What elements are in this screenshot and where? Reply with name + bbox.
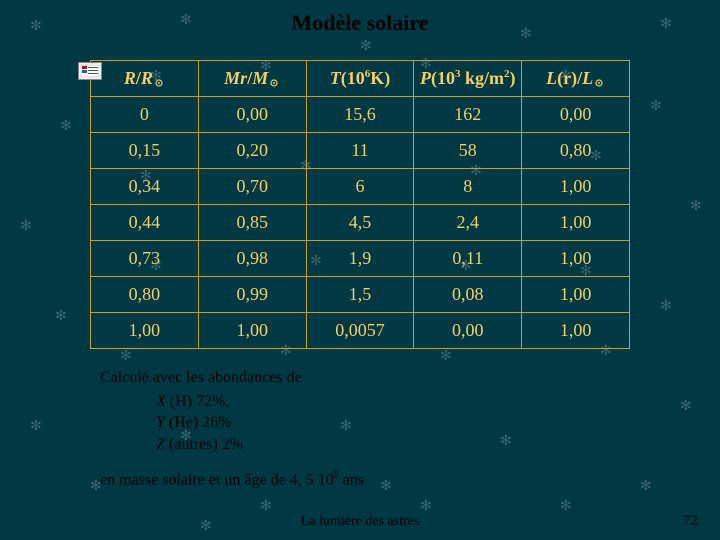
table-cell: 4,5 [306,205,414,241]
abundances-list: X (H) 72%,Y (He) 26%Z (autres) 2% [100,391,720,456]
table-cell: 0,34 [91,169,199,205]
abundance-line: X (H) 72%, [156,391,720,413]
table-cell: 0,80 [522,133,630,169]
solar-model-table: R/RMr/MT(106K)P(103 kg/m2)L(r)/L 00,0015… [90,60,630,349]
table-cell: 1,00 [522,241,630,277]
table-header-row: R/RMr/MT(106K)P(103 kg/m2)L(r)/L [91,61,630,97]
notes-block: Calculé avec les abondances de X (H) 72%… [100,367,720,491]
footer-title: La lumière des astres [0,514,720,530]
table-cell: 58 [414,133,522,169]
table-cell: 0,44 [91,205,199,241]
chart-placeholder-icon [78,62,102,80]
table-cell: 0,08 [414,277,522,313]
abundance-line: Y (He) 26% [156,412,720,434]
table-row: 0,150,2011580,80 [91,133,630,169]
footer-page-number: 72 [683,513,698,530]
table-col-header: L(r)/L [522,61,630,97]
table-row: 0,340,70681,00 [91,169,630,205]
table-cell: 1,00 [522,205,630,241]
table-cell: 0,00 [414,313,522,349]
table-cell: 1,00 [91,313,199,349]
table-row: 0,730,981,90,111,00 [91,241,630,277]
table-cell: 1,00 [522,313,630,349]
table-cell: 0,73 [91,241,199,277]
table-cell: 1,00 [522,169,630,205]
notes-age: en masse solaire et un âge de 4, 5 109 a… [100,469,720,491]
table-cell: 1,00 [522,277,630,313]
table-row: 1,001,000,00570,001,00 [91,313,630,349]
star-icon: ✻ [560,500,572,514]
abundance-line: Z (autres) 2% [156,434,720,456]
star-icon: ✻ [260,500,272,514]
table-cell: 0,15 [91,133,199,169]
table-body: 00,0015,61620,000,150,2011580,800,340,70… [91,97,630,349]
table-cell: 1,00 [198,313,306,349]
table-cell: 0,70 [198,169,306,205]
table-cell: 0,20 [198,133,306,169]
table-col-header: P(103 kg/m2) [414,61,522,97]
table-row: 00,0015,61620,00 [91,97,630,133]
table-col-header: T(106K) [306,61,414,97]
table-cell: 1,5 [306,277,414,313]
table-cell: 0,85 [198,205,306,241]
table-cell: 0,98 [198,241,306,277]
table-row: 0,440,854,52,41,00 [91,205,630,241]
table-cell: 1,9 [306,241,414,277]
table-cell: 162 [414,97,522,133]
star-icon: ✻ [420,500,432,514]
slide-title: Modèle solaire [0,0,720,44]
table-cell: 15,6 [306,97,414,133]
notes-intro: Calculé avec les abondances de [100,367,720,389]
table-cell: 8 [414,169,522,205]
table-cell: 0,00 [522,97,630,133]
table-cell: 0,99 [198,277,306,313]
table-row: 0,800,991,50,081,00 [91,277,630,313]
table-col-header: R/R [91,61,199,97]
table-cell: 0,11 [414,241,522,277]
table-col-header: Mr/M [198,61,306,97]
table-cell: 0,80 [91,277,199,313]
solar-model-table-wrap: R/RMr/MT(106K)P(103 kg/m2)L(r)/L 00,0015… [0,60,720,349]
table-cell: 6 [306,169,414,205]
table-cell: 0,0057 [306,313,414,349]
table-cell: 0,00 [198,97,306,133]
table-cell: 11 [306,133,414,169]
table-cell: 0 [91,97,199,133]
slide-footer: La lumière des astres 72 [0,514,720,530]
table-cell: 2,4 [414,205,522,241]
